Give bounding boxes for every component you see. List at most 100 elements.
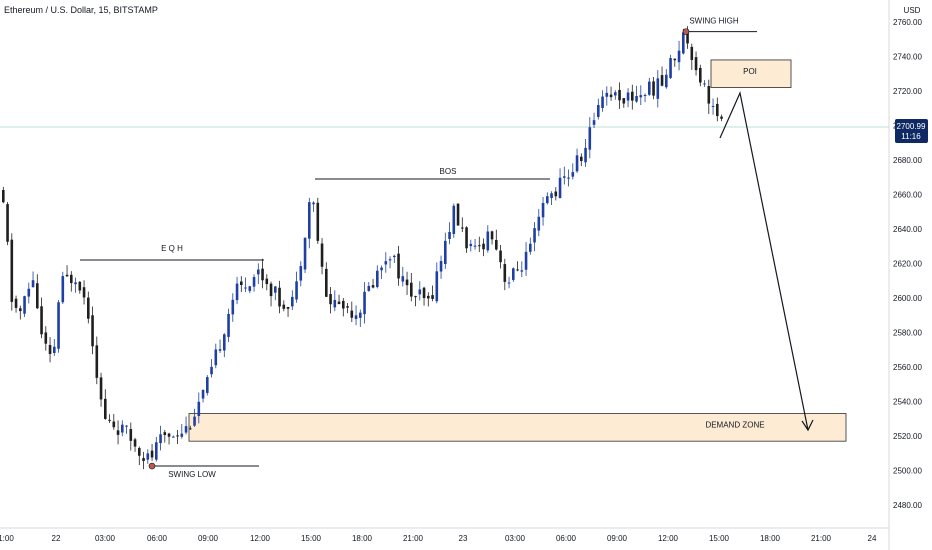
candle: [614, 90, 617, 100]
candle-body: [558, 177, 562, 199]
candle: [65, 265, 69, 277]
candle-body: [469, 243, 473, 247]
candle: [231, 293, 235, 322]
candle-body: [660, 75, 664, 86]
candle: [584, 139, 587, 167]
candle-body: [167, 433, 171, 437]
candle: [44, 326, 48, 351]
candle: [329, 287, 332, 314]
candle: [563, 166, 566, 185]
candle-body: [82, 287, 86, 298]
poi-zone: [710, 59, 792, 88]
candle: [180, 424, 184, 439]
candle-body: [27, 288, 31, 297]
candle: [503, 258, 507, 291]
candle: [639, 85, 643, 106]
price-axis[interactable]: USD: [888, 0, 921, 550]
candle-body: [104, 398, 107, 419]
candle: [159, 425, 162, 451]
candle-body: [652, 81, 655, 96]
candle-body: [95, 345, 99, 378]
candle: [367, 281, 371, 292]
candle: [295, 271, 298, 303]
candle: [720, 114, 723, 122]
candle: [490, 230, 494, 245]
y-tick-label: 2540.00: [893, 398, 922, 407]
candle-body: [524, 251, 528, 270]
chart-title: Ethereum / U.S. Dollar, 15, BITSTAMP: [4, 5, 158, 15]
candle: [337, 294, 341, 305]
candle-body: [720, 116, 723, 119]
candle: [265, 274, 269, 291]
candle-body: [180, 433, 184, 437]
candle-body: [23, 296, 26, 314]
candle-body: [333, 299, 337, 308]
candle-body: [36, 283, 39, 309]
candle: [575, 148, 579, 173]
candle-body: [346, 306, 349, 308]
y-tick-label: 2620.00: [893, 260, 922, 269]
x-tick-label: 23: [459, 534, 468, 543]
candle-body: [567, 177, 570, 179]
x-tick-label: 12:00: [250, 534, 271, 543]
candle-body: [461, 227, 464, 229]
candle: [656, 70, 660, 108]
y-tick-label: 2480.00: [893, 501, 922, 510]
x-tick-label: 03:00: [505, 534, 526, 543]
candle: [6, 202, 9, 246]
candle-body: [550, 193, 553, 199]
swing-low-marker: [148, 462, 156, 470]
candle-body: [512, 268, 515, 280]
candle-body: [138, 448, 141, 456]
candle-body: [329, 294, 332, 305]
candle: [325, 262, 328, 297]
swing-high-label: SWING HIGH: [689, 17, 739, 26]
candle-body: [673, 58, 677, 61]
candle-body: [227, 313, 230, 337]
candle: [605, 86, 609, 106]
candle: [121, 420, 124, 437]
candle-body: [57, 302, 60, 349]
x-tick-label: 21:00: [403, 534, 424, 543]
candle-body: [414, 296, 417, 298]
candle: [125, 425, 128, 434]
candle-body: [571, 172, 575, 177]
candle: [257, 263, 260, 285]
candle-body: [218, 349, 222, 351]
candle: [48, 337, 52, 363]
candle-body: [146, 453, 150, 460]
candle-body: [580, 156, 583, 161]
candle: [155, 436, 158, 462]
candle: [541, 196, 545, 226]
candle: [618, 82, 621, 109]
candle-body: [554, 191, 558, 197]
candle-body: [150, 450, 154, 458]
candle: [172, 435, 175, 438]
candle: [27, 282, 31, 304]
candle-body: [19, 308, 22, 312]
candle: [529, 237, 532, 255]
projection-path: [719, 91, 809, 431]
candle: [342, 297, 345, 317]
candle: [376, 265, 379, 289]
candle-body: [669, 58, 672, 78]
candle-body: [223, 334, 226, 351]
candle: [427, 292, 430, 307]
candle: [414, 295, 417, 307]
candle: [652, 76, 655, 100]
candle-body: [588, 127, 592, 150]
candle-body: [112, 421, 116, 428]
candle: [597, 98, 600, 120]
candle: [214, 343, 218, 369]
candle: [57, 299, 60, 353]
candle-body: [155, 442, 158, 460]
candle: [707, 79, 711, 114]
candle-body: [74, 282, 77, 285]
candle: [401, 266, 405, 287]
candle: [82, 280, 86, 305]
x-tick-label: 12:00: [658, 534, 679, 543]
candle: [99, 372, 103, 407]
candle: [227, 308, 230, 343]
candle: [244, 277, 247, 293]
